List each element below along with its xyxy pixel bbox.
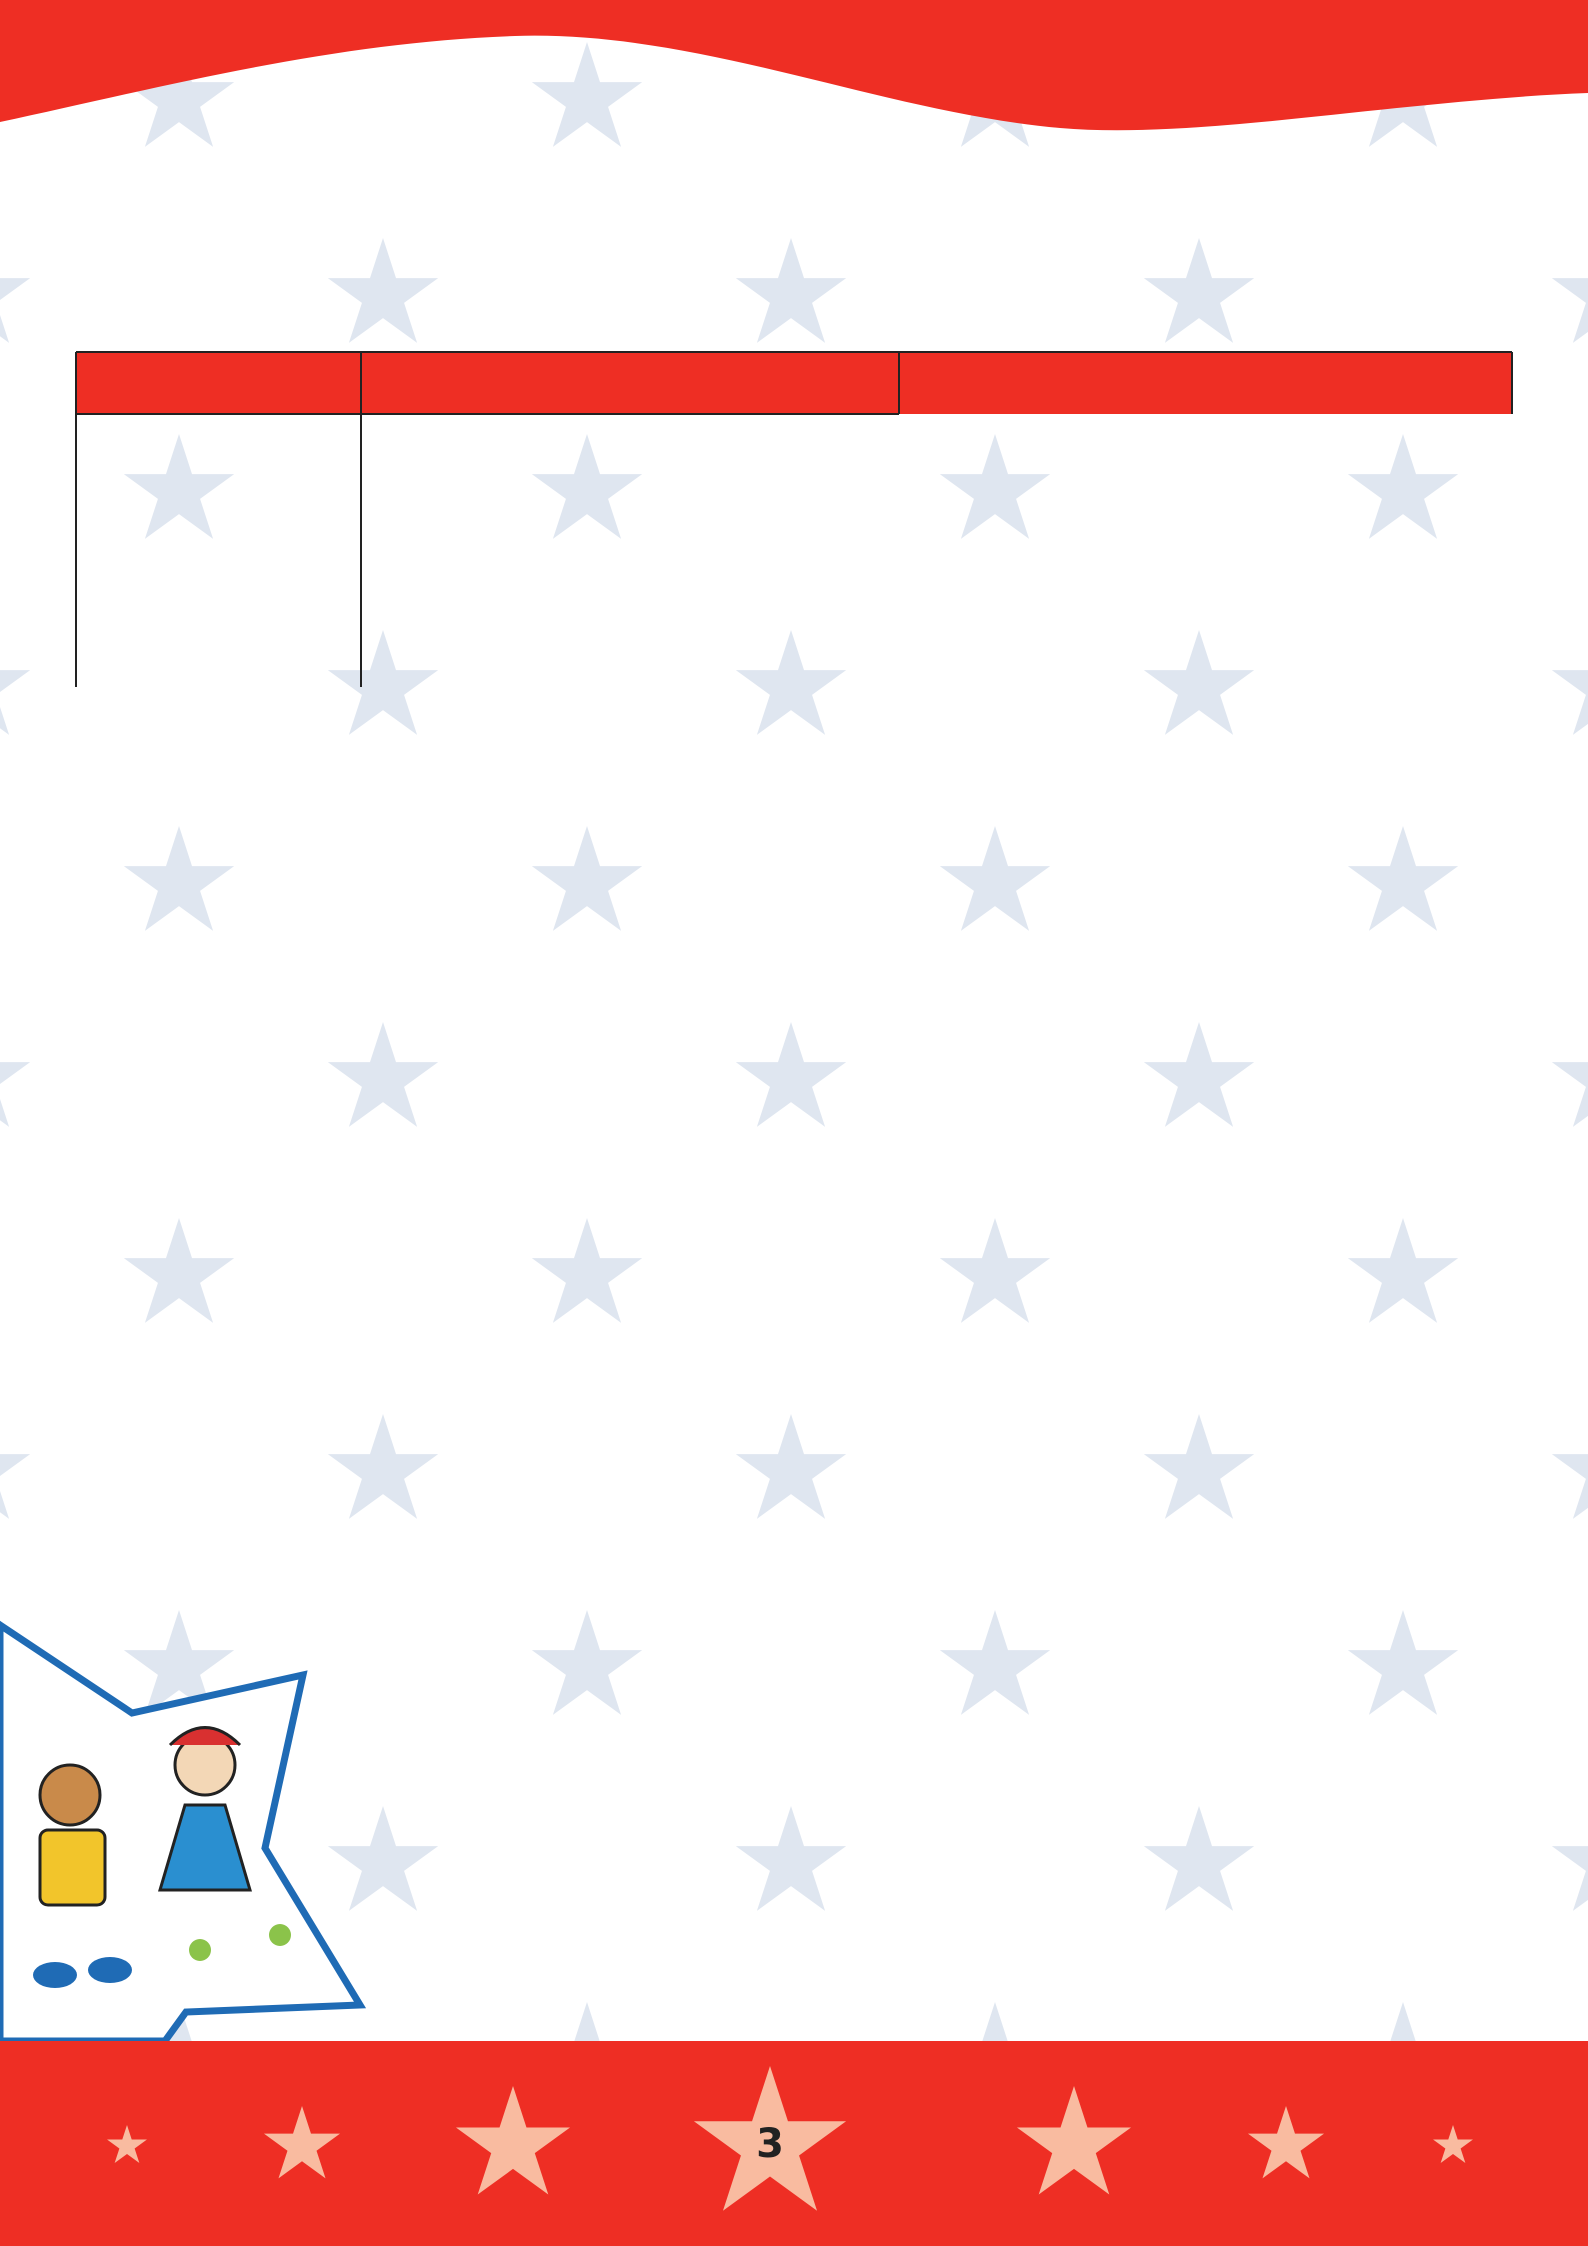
- table-header: [76, 352, 1512, 414]
- document-page: 3: [0, 0, 1588, 2246]
- page-number: 3: [756, 2121, 784, 2167]
- page: 3 (() => { const data = JSON.parse(docum…: [0, 0, 1588, 2246]
